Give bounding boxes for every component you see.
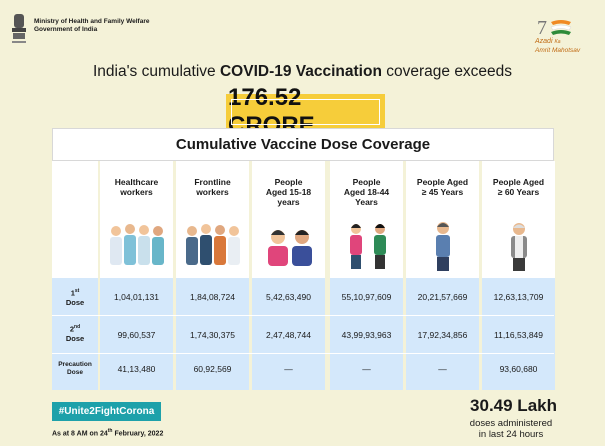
column-people-15-18: People Aged 15-18 years 5,42,63,490 2,47… (252, 161, 325, 390)
ministry-name: Ministry of Health and Family Welfare Go… (34, 18, 149, 34)
column-body (100, 278, 173, 390)
column-title-line: People Aged (416, 177, 469, 187)
column-body (406, 278, 479, 390)
daily-doses-caption: doses administered in last 24 hours (465, 418, 557, 440)
row-divider (52, 315, 554, 316)
table-title: Cumulative Vaccine Dose Coverage (52, 128, 554, 161)
adult-illustration (350, 224, 386, 269)
column-header (252, 161, 325, 278)
first-dose-value: 12,63,13,709 (493, 292, 544, 302)
as-at-suffix: February, 2022 (112, 430, 164, 438)
column-body (252, 278, 325, 390)
as-at-sup: th (107, 428, 113, 434)
total-doses-badge: 176.52 CRORE (226, 84, 385, 139)
precaution-dose-value: — (438, 364, 447, 374)
azadi-75-icon: 7 (537, 17, 572, 39)
dose-word: Dose (67, 369, 83, 376)
column-title: People Aged ≥ 45 Years (406, 177, 479, 197)
ministry-line: Ministry of Health and Family Welfare (34, 18, 150, 25)
row-label-first-dose: 1st Dose (52, 287, 98, 307)
column-title: Healthcare workers (100, 177, 173, 197)
second-dose-value: 1,74,30,375 (190, 330, 235, 340)
row-label-column-body (52, 278, 98, 390)
second-dose-value: 43,99,93,963 (341, 330, 392, 340)
first-dose-value: 5,42,63,490 (266, 292, 311, 302)
caption-line: in last 24 hours (478, 429, 544, 440)
column-title-line: People (352, 177, 381, 187)
teen-illustration (268, 230, 312, 266)
column-header (330, 161, 403, 278)
column-title-line: ≥ 45 Years (421, 187, 464, 197)
column-title-line: People (274, 177, 303, 187)
as-at-date: As at 8 AM on 24th February, 2022 (52, 428, 163, 437)
column-title-line: Frontline (194, 177, 231, 187)
senior-illustration (511, 223, 527, 271)
column-title: People Aged ≥ 60 Years (482, 177, 555, 197)
as-at-prefix: As at 8 AM on 24 (52, 430, 108, 438)
column-people-45-plus: People Aged ≥ 45 Years 20,21,57,669 17,9… (406, 161, 479, 390)
government-line: Government of India (34, 26, 98, 33)
headline: India's cumulative COVID-19 Vaccination … (0, 63, 605, 81)
headline-prefix: India's cumulative (92, 63, 220, 80)
caption-line: doses administered (469, 418, 553, 429)
column-body (482, 278, 555, 390)
column-title: People Aged 15-18 years (252, 177, 325, 207)
first-dose-value: 20,21,57,669 (417, 292, 468, 302)
ka-word: Ka (554, 39, 561, 45)
second-number: 2 (69, 324, 75, 334)
row-divider (52, 353, 554, 354)
column-people-60-plus: People Aged ≥ 60 Years 12,63,13,709 11,1… (482, 161, 555, 390)
second-sup: nd (74, 324, 81, 330)
row-label-precaution-dose: Precaution Dose (52, 361, 98, 377)
column-title-line: Healthcare (114, 177, 159, 187)
precaution-dose-value: 41,13,480 (117, 364, 156, 374)
precaution-word: Precaution (58, 361, 92, 368)
column-title-line: ≥ 60 Years (497, 187, 540, 197)
column-people-18-44: People Aged 18-44 Years 55,10,97,609 43,… (330, 161, 403, 390)
column-title-line: Aged 18-44 (343, 187, 390, 197)
mahotsav-word: Amrit Mahotsav (535, 47, 581, 54)
column-title-line: workers (196, 187, 229, 197)
column-body (176, 278, 249, 390)
precaution-dose-value: 60,92,569 (193, 364, 232, 374)
column-title-line: workers (120, 187, 153, 197)
azadi-logo: 7 Azadi Ka Amrit Mahotsav (533, 14, 597, 58)
hashtag-badge: #Unite2FightCorona (52, 402, 161, 421)
first-dose-value: 55,10,97,609 (341, 292, 392, 302)
column-healthcare-workers: Healthcare workers 1,04,01,131 99,60,537… (100, 161, 173, 390)
precaution-dose-value: — (284, 364, 293, 374)
column-title: Frontline workers (176, 177, 249, 197)
first-sup: st (74, 288, 80, 294)
middle-aged-illustration (436, 222, 450, 271)
second-dose-value: 99,60,537 (117, 330, 156, 340)
azadi-word: Azadi (535, 38, 553, 45)
ministry-header: Ministry of Health and Family Welfare Go… (10, 12, 149, 46)
healthcare-workers-illustration (110, 224, 164, 265)
svg-text:7: 7 (537, 17, 547, 39)
dose-word: Dose (65, 333, 85, 343)
column-title-line: People Aged (492, 177, 545, 187)
column-title-line: Aged 15-18 (265, 187, 312, 197)
first-dose-value: 1,04,01,131 (114, 292, 159, 302)
precaution-dose-value: — (362, 364, 371, 374)
second-dose-value: 2,47,48,744 (266, 330, 311, 340)
column-title-line: years (277, 197, 300, 207)
second-dose-value: 17,92,34,856 (417, 330, 468, 340)
national-emblem-icon (12, 14, 26, 43)
headline-bold: COVID-19 Vaccination (219, 63, 382, 80)
daily-doses-value: 30.49 Lakh (470, 396, 557, 415)
headline-suffix: coverage exceeds (381, 63, 513, 80)
column-frontline-workers: Frontline workers 1,84,08,724 1,74,30,37… (176, 161, 249, 390)
first-dose-value: 1,84,08,724 (190, 292, 235, 302)
row-label-second-dose: 2nd Dose (52, 323, 98, 343)
column-title-line: Years (355, 197, 378, 207)
frontline-workers-illustration (186, 224, 240, 265)
first-number: 1 (70, 288, 75, 298)
dose-word: Dose (65, 297, 85, 307)
column-body (330, 278, 403, 390)
column-title: People Aged 18-44 Years (330, 177, 403, 207)
azadi-text: Azadi Ka (535, 38, 561, 45)
second-dose-value: 11,16,53,849 (494, 330, 543, 340)
precaution-dose-value: 93,60,680 (499, 364, 538, 374)
